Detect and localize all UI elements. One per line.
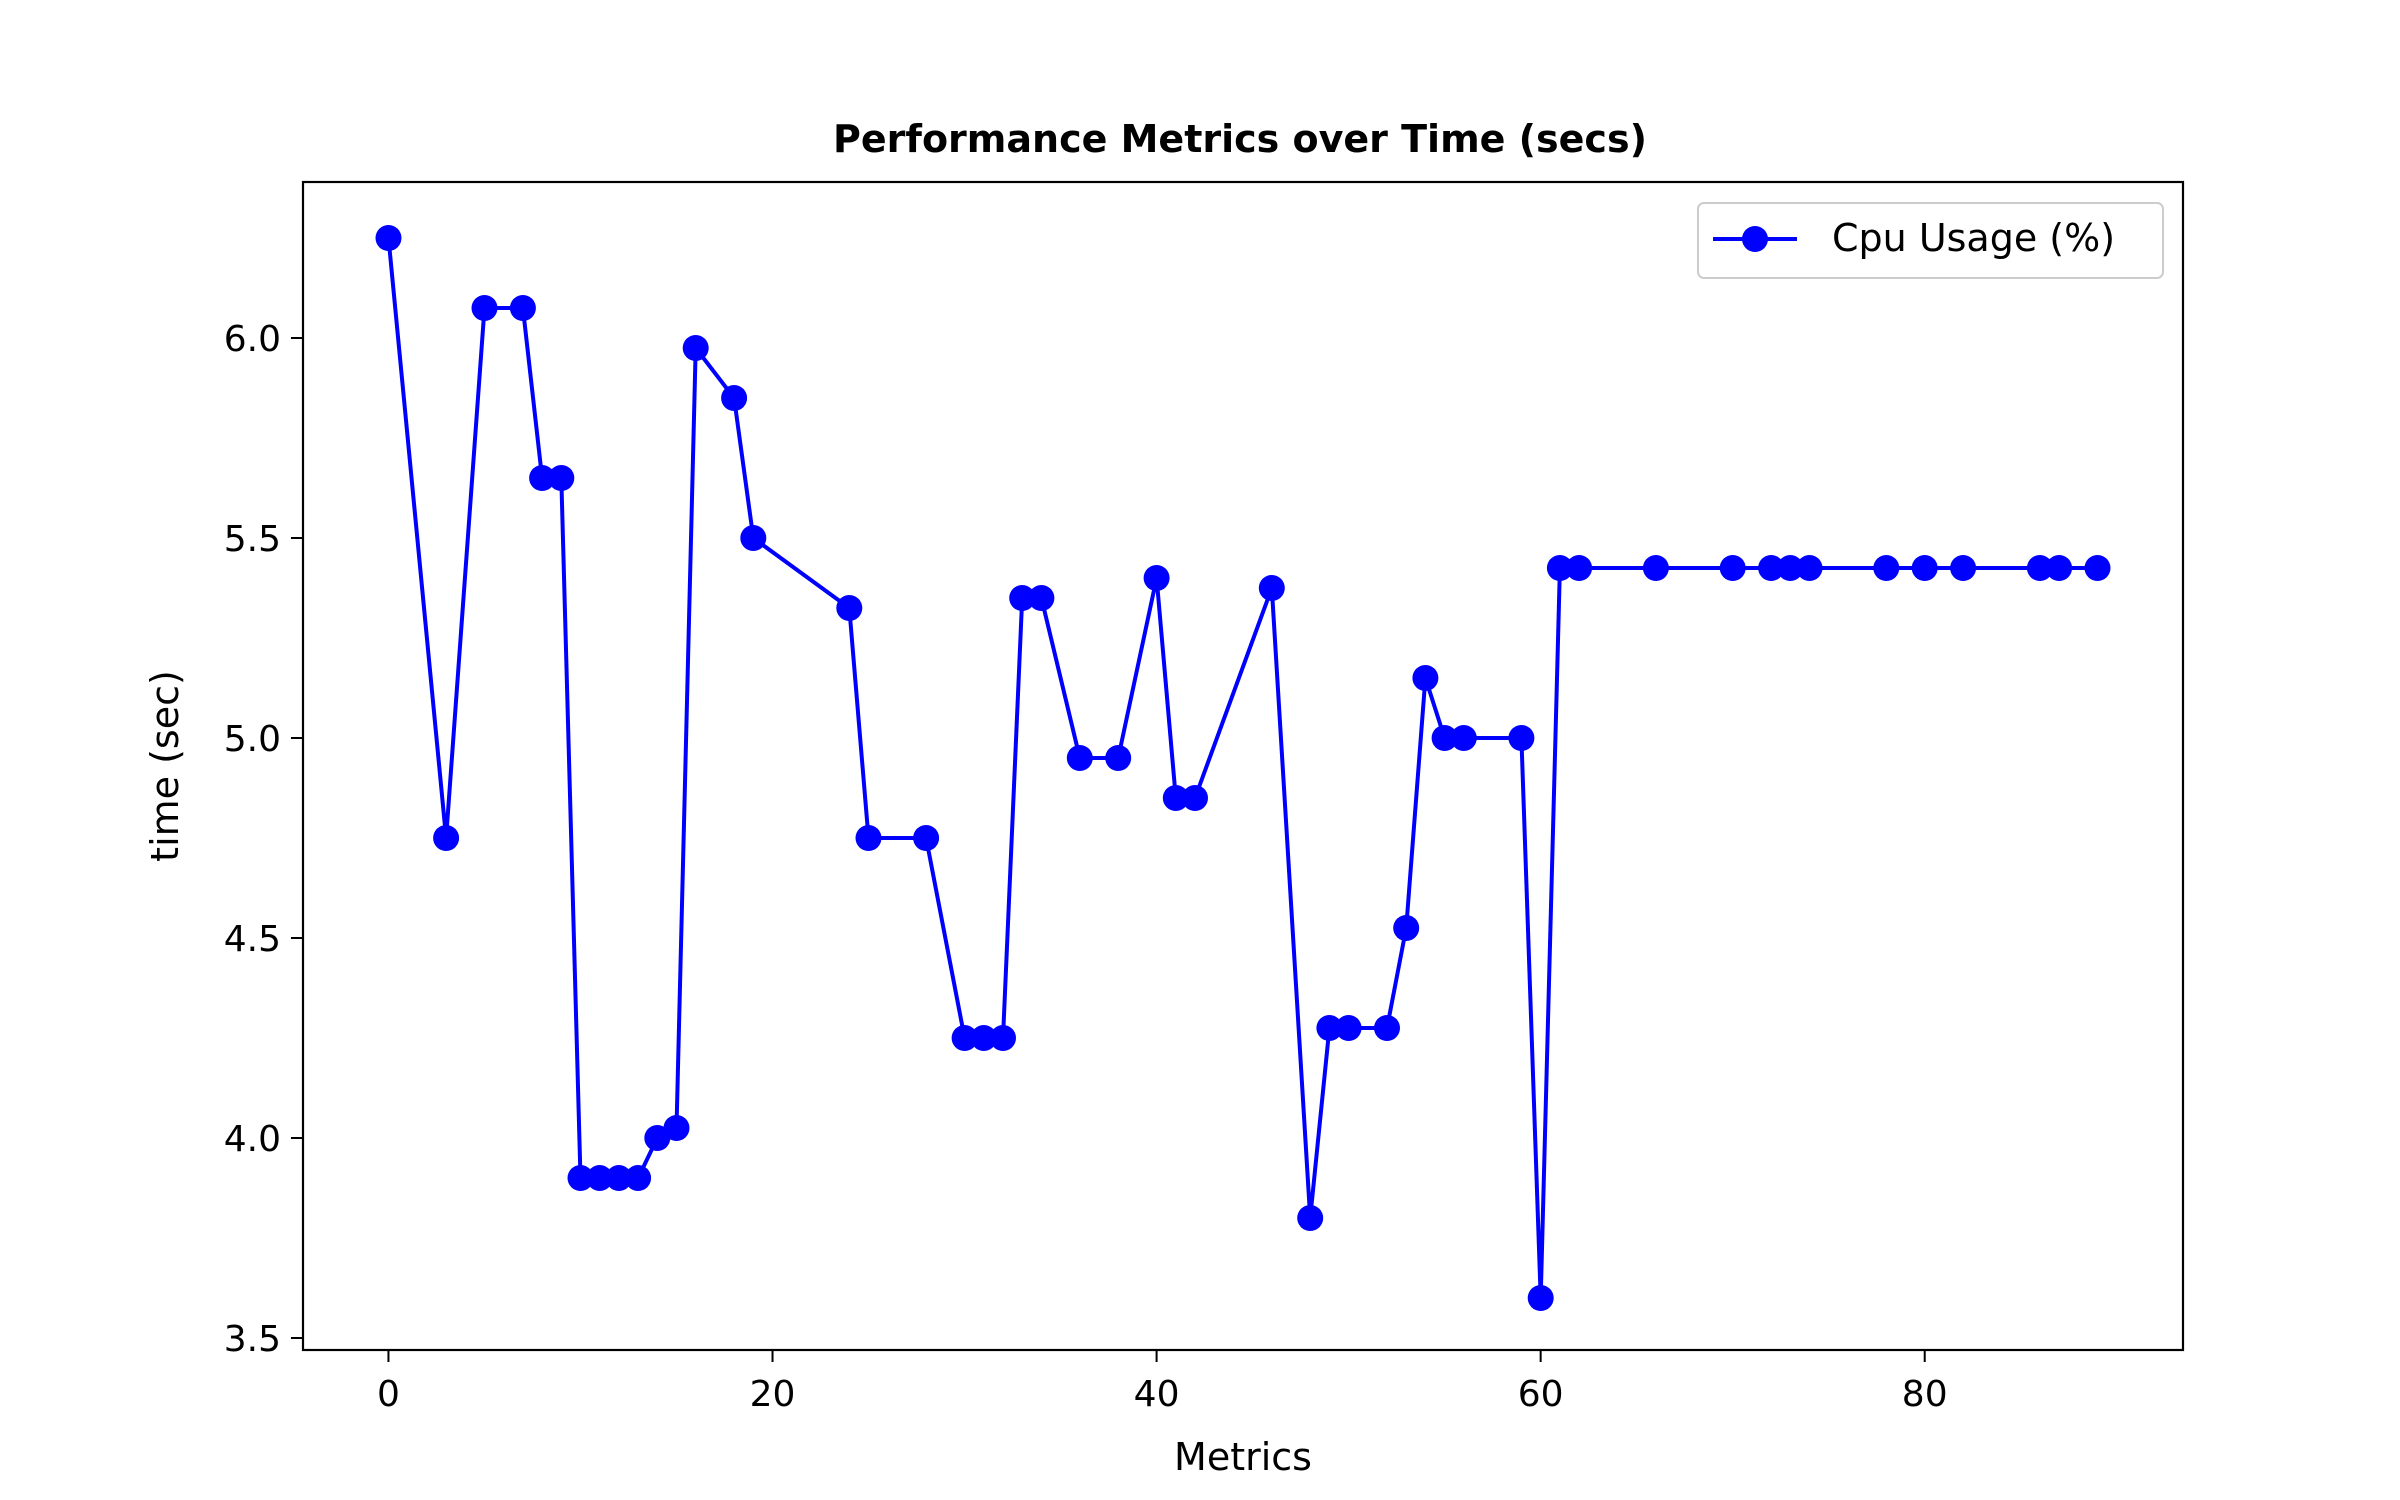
data-point [1028, 585, 1055, 611]
data-point [1508, 725, 1535, 751]
data-point [529, 465, 556, 491]
y-tick-label: 5.0 [224, 719, 281, 760]
data-point [951, 1025, 978, 1051]
series-cpu-usage [375, 225, 2111, 1311]
data-point [740, 525, 767, 551]
data-point [1182, 785, 1208, 811]
y-tick-label: 4.5 [224, 919, 281, 960]
x-axis-label: Metrics [1174, 1435, 1312, 1479]
x-tick-label: 40 [1134, 1374, 1180, 1415]
y-axis-label: time (sec) [143, 670, 187, 862]
data-point [1546, 555, 1573, 581]
data-point [1316, 1015, 1343, 1041]
x-tick-label: 0 [377, 1374, 400, 1415]
y-axis: 3.5 4.0 4.5 5.0 5.5 6.0 [224, 319, 303, 1360]
data-point [2046, 555, 2073, 581]
y-tick-label: 6.0 [224, 319, 281, 360]
y-tick-label: 3.5 [224, 1319, 281, 1360]
data-point [1566, 555, 1593, 581]
data-point [721, 385, 748, 411]
data-point [682, 335, 709, 361]
data-point [1009, 585, 1036, 611]
data-point [1162, 785, 1189, 811]
data-point [1374, 1015, 1400, 1041]
data-point [1066, 745, 1093, 771]
data-point [1258, 575, 1285, 601]
legend-box [1697, 202, 2164, 279]
plot-area [301, 180, 2185, 1352]
data-point [970, 1025, 997, 1051]
plot-frame [301, 180, 2185, 1352]
data-point [663, 1115, 690, 1141]
data-point [509, 295, 536, 321]
x-axis: 0 20 40 60 80 [377, 1350, 1948, 1415]
data-point [2026, 555, 2053, 581]
data-point [586, 1165, 613, 1191]
data-point [1297, 1205, 1324, 1231]
x-tick-label: 60 [1518, 1374, 1564, 1415]
data-point [855, 825, 882, 851]
data-point [1777, 555, 1804, 581]
data-point [1412, 665, 1439, 691]
data-point [1527, 1285, 1554, 1311]
data-point [471, 295, 498, 321]
data-point [433, 825, 460, 851]
data-point [1143, 565, 1170, 591]
data-point [1335, 1015, 1362, 1041]
data-point [1873, 555, 1900, 581]
data-point [548, 465, 575, 491]
data-point [1911, 555, 1938, 581]
data-point [644, 1125, 671, 1151]
data-point [1950, 555, 1977, 581]
data-point [990, 1025, 1016, 1051]
x-tick-label: 80 [1902, 1374, 1948, 1415]
data-point [605, 1165, 632, 1191]
data-point [1393, 915, 1420, 941]
data-point [1642, 555, 1669, 581]
legend-label-cpu-usage: Cpu Usage (%) [1832, 216, 2115, 260]
y-tick-label: 5.5 [224, 519, 281, 560]
data-point [913, 825, 940, 851]
data-point [625, 1165, 652, 1191]
data-point [1431, 725, 1458, 751]
legend: Cpu Usage (%) [1697, 202, 2164, 279]
data-point [1719, 555, 1746, 581]
data-point [836, 595, 863, 621]
data-point [1450, 725, 1477, 751]
data-point [375, 225, 402, 251]
legend-marker [1742, 226, 1768, 252]
data-point [2084, 555, 2111, 581]
data-point [1758, 555, 1785, 581]
data-point [567, 1165, 594, 1191]
data-point [1105, 745, 1132, 771]
chart-title: Performance Metrics over Time (secs) [833, 117, 1647, 161]
x-tick-label: 20 [750, 1374, 796, 1415]
data-point [1796, 555, 1823, 581]
y-tick-label: 4.0 [224, 1119, 281, 1160]
